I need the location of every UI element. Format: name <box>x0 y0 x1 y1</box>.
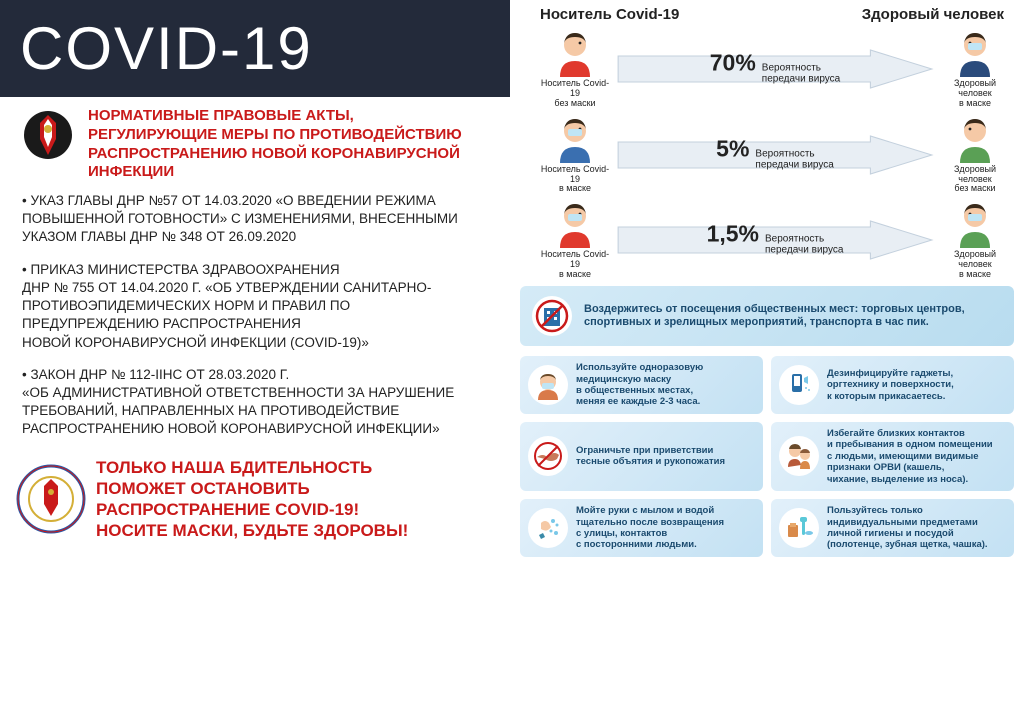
carrier-caption: Носитель Covid-19 в маске <box>540 165 610 195</box>
transmission-percent: 70% <box>710 49 756 76</box>
tip-item: Избегайте близких контактов и пребывания… <box>771 422 1014 491</box>
tip-icon <box>779 436 819 476</box>
decree-item: • ЗАКОН ДНР № 112-IIHC ОТ 28.03.2020 Г. … <box>22 366 488 439</box>
carrier-figure: Носитель Covid-19 в маске <box>540 115 610 195</box>
regulations-header: НОРМАТИВНЫЕ ПРАВОВЫЕ АКТЫ, РЕГУЛИРУЮЩИЕ … <box>0 97 510 188</box>
tip-text: Дезинфицируйте гаджеты, оргтехнику и пов… <box>827 368 954 402</box>
transmission-label: Вероятность передачи вируса <box>755 148 833 170</box>
transmission-percent: 5% <box>716 135 749 162</box>
transmission-label: Вероятность передачи вируса <box>762 62 840 84</box>
transmission-row: Носитель Covid-19 в маске 1,5% Вероятнос… <box>510 198 1024 284</box>
tip-icon <box>528 436 568 476</box>
tip-icon <box>779 365 819 405</box>
decree-item: • ПРИКАЗ МИНИСТЕРСТВА ЗДРАВООХРАНЕНИЯ ДН… <box>22 261 488 352</box>
seal-icon <box>16 464 86 534</box>
transmission-row: Носитель Covid-19 в маске 5% Вероятность… <box>510 113 1024 199</box>
emblem-icon <box>20 107 76 163</box>
tip-item: Ограничьте при приветствии тесные объяти… <box>520 422 763 491</box>
healthy-caption: Здоровый человек без маски <box>940 165 1010 195</box>
tip-icon <box>779 508 819 548</box>
vigilance-row: ТОЛЬКО НАША БДИТЕЛЬНОСТЬ ПОМОЖЕТ ОСТАНОВ… <box>0 457 510 542</box>
decrees-list: • УКАЗ ГЛАВЫ ДНР №57 ОТ 14.03.2020 «О ВВ… <box>0 188 510 457</box>
healthy-figure: Здоровый человек в маске <box>940 29 1010 109</box>
tip-text: Ограничьте при приветствии тесные объяти… <box>576 445 725 468</box>
tip-item: Пользуйтесь только индивидуальными предм… <box>771 499 1014 557</box>
healthy-caption: Здоровый человек в маске <box>940 250 1010 280</box>
tip-icon <box>528 508 568 548</box>
arrow-icon: 5% Вероятность передачи вируса <box>616 131 934 179</box>
header-carrier: Носитель Covid-19 <box>540 6 679 23</box>
banner: COVID-19 <box>0 0 510 97</box>
carrier-figure: Носитель Covid-19 без маски <box>540 29 610 109</box>
tip-item: Мойте руки с мылом и водой тщательно пос… <box>520 499 763 557</box>
tip-text: Мойте руки с мылом и водой тщательно пос… <box>576 505 724 551</box>
decree-item: • УКАЗ ГЛАВЫ ДНР №57 ОТ 14.03.2020 «О ВВ… <box>22 192 488 247</box>
transmission-label: Вероятность передачи вируса <box>765 234 843 256</box>
carrier-caption: Носитель Covid-19 без маски <box>540 79 610 109</box>
tip-wide-text: Воздержитесь от посещения общественных м… <box>584 303 1002 329</box>
transmission-headers: Носитель Covid-19 Здоровый человек <box>510 0 1024 27</box>
carrier-figure: Носитель Covid-19 в маске <box>540 200 610 280</box>
banner-title: COVID-19 <box>20 14 490 83</box>
no-building-icon <box>532 296 572 336</box>
header-healthy: Здоровый человек <box>862 6 1004 23</box>
tip-item: Дезинфицируйте гаджеты, оргтехнику и пов… <box>771 356 1014 414</box>
healthy-caption: Здоровый человек в маске <box>940 79 1010 109</box>
tip-wide: Воздержитесь от посещения общественных м… <box>520 286 1014 346</box>
tip-text: Пользуйтесь только индивидуальными предм… <box>827 505 988 551</box>
tip-item: Используйте одноразовую медицинскую маск… <box>520 356 763 414</box>
carrier-caption: Носитель Covid-19 в маске <box>540 250 610 280</box>
transmission-row: Носитель Covid-19 без маски 70% Вероятно… <box>510 27 1024 113</box>
tips-section: Воздержитесь от посещения общественных м… <box>510 284 1024 567</box>
regulations-heading: НОРМАТИВНЫЕ ПРАВОВЫЕ АКТЫ, РЕГУЛИРУЮЩИЕ … <box>88 107 490 182</box>
tip-icon <box>528 365 568 405</box>
healthy-figure: Здоровый человек без маски <box>940 115 1010 195</box>
tip-text: Используйте одноразовую медицинскую маск… <box>576 362 703 408</box>
arrow-icon: 1,5% Вероятность передачи вируса <box>616 216 934 264</box>
healthy-figure: Здоровый человек в маске <box>940 200 1010 280</box>
transmission-percent: 1,5% <box>707 221 759 248</box>
vigilance-text: ТОЛЬКО НАША БДИТЕЛЬНОСТЬ ПОМОЖЕТ ОСТАНОВ… <box>96 457 408 542</box>
tip-text: Избегайте близких контактов и пребывания… <box>827 428 993 485</box>
arrow-icon: 70% Вероятность передачи вируса <box>616 45 934 93</box>
